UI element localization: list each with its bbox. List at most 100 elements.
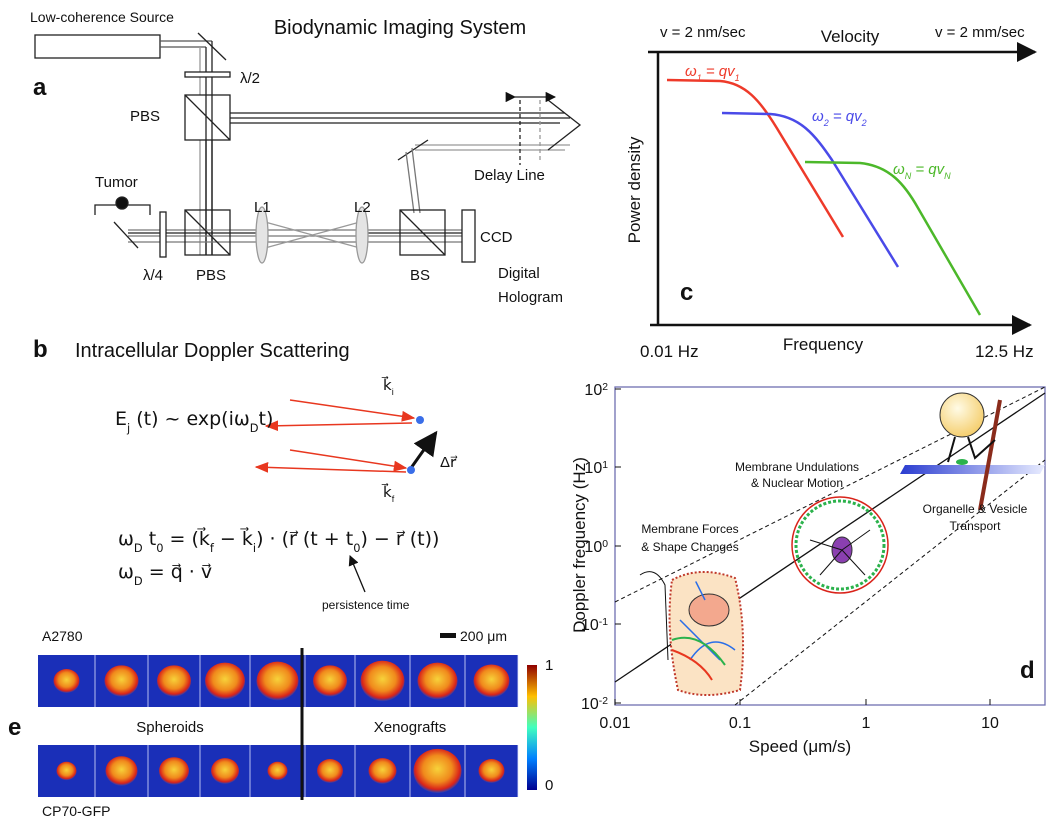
annotation: & Nuclear Motion: [751, 476, 843, 490]
text-part: = q⃗ · v⃗: [143, 561, 212, 583]
y-tick-label: 10-2: [581, 696, 608, 714]
equation: ωD = q⃗ · v⃗: [118, 561, 212, 588]
spectrum-curve: [722, 113, 898, 267]
panel-a-title: Biodynamic Imaging System: [274, 17, 526, 39]
x-tick-label: 10: [981, 715, 999, 732]
subscript: 2: [861, 118, 867, 128]
x-tick-label: 0.01: [599, 715, 630, 732]
specimen: [211, 758, 239, 784]
specimen: [418, 663, 458, 700]
text-part: ) · (r⃗ (t + t: [256, 528, 353, 550]
text-part: (t) ~ exp(iω: [130, 408, 250, 430]
panel-letter: c: [680, 279, 693, 306]
pbs-label: PBS: [196, 267, 226, 284]
row-label: CP70-GFP: [42, 803, 110, 819]
specimen: [57, 762, 77, 780]
spectrum-curve: [805, 162, 980, 315]
x-tick-label: 1: [862, 715, 871, 732]
tick-exponent: -2: [599, 696, 608, 707]
source-label: Low-coherence Source: [30, 9, 174, 25]
specimen: [157, 665, 191, 696]
subscript: N: [944, 171, 951, 181]
annotation: Membrane Undulations: [735, 460, 859, 474]
axis-title: Doppler frequency (Hz): [570, 457, 589, 633]
quarter-wave-label: λ/4: [143, 267, 163, 284]
specimen: [268, 762, 288, 780]
panel-letter: d: [1020, 657, 1035, 684]
axis-label: 12.5 Hz: [975, 342, 1034, 361]
specimen: [54, 669, 80, 693]
text-part: ω: [118, 528, 134, 550]
text-part: k⃗: [381, 482, 392, 501]
lens-label: L2: [354, 199, 371, 216]
curve-label: ω2 = qv2: [812, 108, 867, 128]
axis-label: v = 2 mm/sec: [935, 24, 1025, 41]
panel-c-axes: [648, 52, 1035, 326]
group-label: Spheroids: [136, 719, 204, 736]
axis-title: Power density: [625, 136, 644, 243]
subscript: 1: [735, 73, 740, 83]
colorbar-label: 0: [545, 777, 553, 794]
tick-base: 10: [584, 382, 602, 399]
text-part: = qv: [911, 161, 945, 178]
subscript: 0: [156, 541, 163, 555]
subscript: D: [134, 574, 143, 588]
specimen: [317, 759, 343, 783]
equation: ωD t0 = (k⃗f − k⃗i) · (r⃗ (t + t0) − r⃗ …: [118, 527, 439, 555]
hologram-label: Digital: [498, 265, 540, 282]
vector-label: Δr⃗: [440, 454, 458, 471]
x-tick-label: 0.1: [729, 715, 751, 732]
subscript: 0: [353, 541, 360, 555]
delay-line-label: Delay Line: [474, 167, 545, 184]
colorbar-label: 1: [545, 657, 553, 674]
specimen: [474, 664, 510, 697]
axis-title: Velocity: [821, 27, 880, 46]
specimen: [361, 661, 405, 701]
panel-b-title: Intracellular Doppler Scattering: [75, 340, 350, 362]
text-part: = (k⃗: [163, 527, 209, 550]
tick-exponent: 1: [602, 460, 608, 471]
scale-bar: [440, 633, 456, 638]
annotation: Organelle & Vesicle: [923, 502, 1028, 516]
specimen: [159, 757, 189, 785]
specimen: [105, 665, 139, 696]
pbs-label: PBS: [130, 108, 160, 125]
text-part: t): [259, 408, 274, 430]
ccd-label: CCD: [480, 229, 513, 246]
specimen: [414, 749, 462, 793]
panel-letter: e: [8, 714, 21, 741]
specimen: [205, 663, 245, 700]
tick-exponent: -1: [599, 617, 608, 628]
subscript: f: [392, 494, 395, 504]
tumor-label: Tumor: [95, 174, 138, 191]
subscript: D: [250, 421, 259, 435]
annotation: Membrane Forces: [641, 522, 738, 536]
text-part: k⃗: [381, 375, 392, 394]
equation: Ej (t) ~ exp(iωDt): [115, 408, 273, 435]
tick-base: 10: [581, 696, 599, 713]
text-part: = qv: [702, 63, 736, 80]
text-part: − k⃗: [214, 527, 253, 550]
text-part: t: [143, 528, 157, 550]
annotation: Transport: [950, 519, 1002, 533]
figure: Low-coherence Source Biodynamic Imaging …: [0, 0, 1063, 819]
tick-exponent: 0: [602, 539, 608, 550]
axis-label: v = 2 nm/sec: [660, 24, 746, 41]
text-part: ω: [118, 561, 134, 583]
tick-exponent: 2: [602, 382, 608, 393]
scattering-diagram: [256, 400, 436, 592]
panel-letter: a: [33, 74, 47, 101]
annotation: persistence time: [322, 598, 410, 612]
bs-label: BS: [410, 267, 430, 284]
vector-label: k⃗f: [381, 482, 395, 504]
specimen: [257, 662, 299, 701]
lens-label: L1: [254, 199, 271, 216]
axis-title: Frequency: [783, 335, 864, 354]
text-part: ) − r⃗ (t)): [360, 528, 439, 550]
axis-title: Speed (μm/s): [749, 737, 851, 756]
spectrum-curve: [667, 80, 843, 237]
subscript: i: [392, 387, 394, 397]
text-part: ω: [685, 63, 697, 80]
specimen: [313, 665, 347, 696]
colorbar: [527, 665, 537, 790]
